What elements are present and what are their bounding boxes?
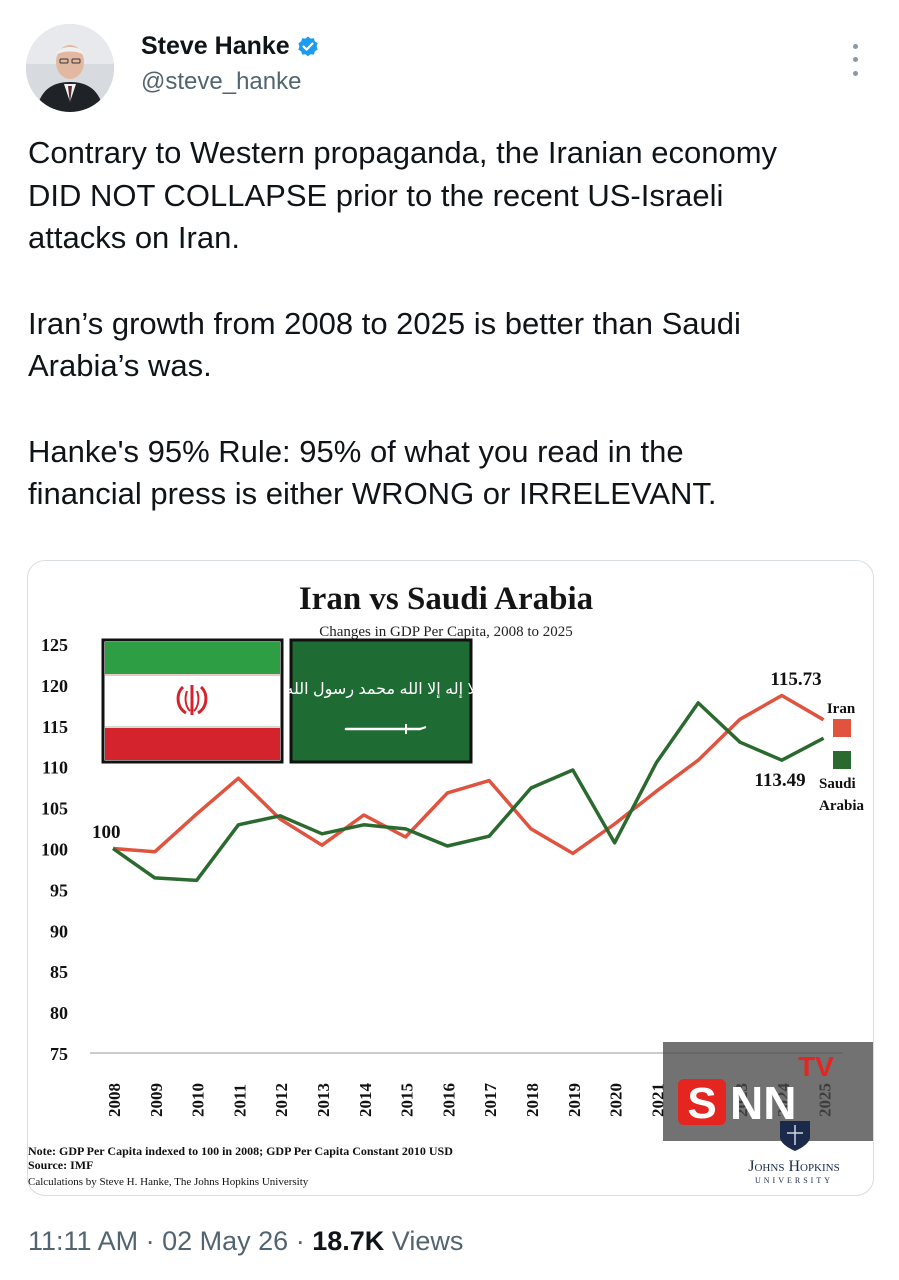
tweet-date[interactable]: 02 May 26	[162, 1226, 289, 1256]
y-tick-label: 80	[50, 1003, 68, 1023]
legend-label-saudi-2: Arabia	[819, 798, 865, 814]
x-tick-label: 2014	[356, 1083, 375, 1118]
series-line-saudi-arabia	[111, 701, 825, 883]
sword-icon	[344, 724, 427, 734]
views-label: Views	[391, 1226, 464, 1256]
saudi-flag: لا إله إلا الله محمد رسول الله	[285, 638, 477, 764]
chart-notes: Note: GDP Per Capita indexed to 100 in 2…	[28, 1144, 453, 1188]
y-tick-label: 105	[41, 799, 68, 819]
x-tick-label: 2010	[189, 1083, 208, 1117]
x-tick-label: 2018	[523, 1083, 542, 1117]
y-tick-label: 90	[50, 921, 68, 941]
separator-dot: ·	[295, 1226, 305, 1256]
dot	[852, 70, 858, 76]
tweet-paragraph: Iran’s growth from 2008 to 2025 is bette…	[28, 305, 741, 384]
x-tick-label: 2016	[439, 1083, 458, 1117]
saudi-flag-inscription: لا إله إلا الله محمد رسول الله	[285, 681, 476, 699]
author-name-row[interactable]: Steve Hanke	[141, 32, 320, 61]
x-tick-label: 2019	[565, 1083, 584, 1117]
watermark-tv: TV	[798, 1051, 834, 1082]
y-tick-label: 110	[42, 758, 68, 778]
x-tick-label: 2012	[272, 1083, 291, 1117]
author-handle[interactable]: @steve_hanke	[141, 68, 302, 95]
watermark-nn: NN	[730, 1077, 796, 1129]
y-tick-label: 95	[50, 880, 68, 900]
tweet-meta: 11:11 AM · 02 May 26 · 18.7K Views	[28, 1226, 463, 1257]
tweet-paragraph: Contrary to Western propaganda, the Iran…	[28, 135, 778, 255]
iran-flag	[101, 638, 284, 764]
y-tick-label: 85	[50, 962, 68, 982]
x-tick-label: 2008	[105, 1083, 124, 1117]
chart-svg: Iran vs Saudi Arabia Changes in GDP Per …	[28, 581, 873, 1188]
y-tick-label: 75	[50, 1044, 68, 1064]
legend-label-saudi: Saudi	[819, 776, 856, 792]
legend-label-iran: Iran	[827, 701, 856, 717]
x-tick-label: 2015	[398, 1083, 417, 1117]
y-tick-label: 100	[41, 840, 68, 860]
university-seal-icon	[780, 1121, 810, 1151]
chart-note: Note: GDP Per Capita indexed to 100 in 2…	[28, 1144, 453, 1158]
x-tick-label: 2021	[648, 1083, 667, 1117]
legend-marker-iran	[833, 719, 851, 737]
x-tick-label: 2011	[230, 1084, 249, 1117]
more-options-icon[interactable]	[842, 40, 868, 80]
verified-badge-icon	[298, 36, 318, 56]
x-tick-label: 2017	[481, 1083, 500, 1118]
y-tick-label: 115	[42, 717, 68, 737]
x-tick-label: 2020	[607, 1083, 626, 1117]
y-tick-label: 120	[41, 676, 68, 696]
tweet-text: Contrary to Western propaganda, the Iran…	[28, 132, 878, 559]
views-count: 18.7K	[312, 1226, 385, 1256]
author-name[interactable]: Steve Hanke	[141, 32, 290, 60]
data-label-start: 100	[92, 822, 121, 843]
tweet-paragraph: Hanke's 95% Rule: 95% of what you read i…	[28, 433, 717, 512]
jhu-logo-sub: UNIVERSITY	[755, 1176, 833, 1185]
iran-emblem-icon	[176, 685, 208, 715]
chart-subtitle: Changes in GDP Per Capita, 2008 to 2025	[319, 624, 573, 640]
y-tick-label: 125	[41, 635, 68, 655]
chart-credit: Calculations by Steve H. Hanke, The John…	[28, 1176, 309, 1188]
dot	[852, 44, 858, 50]
data-label-saudi-end: 113.49	[754, 770, 805, 791]
dot	[852, 57, 858, 63]
watermark-s: S	[687, 1079, 716, 1128]
snn-tv-watermark: S NN TV	[663, 1042, 873, 1151]
chart-title: Iran vs Saudi Arabia	[299, 581, 593, 617]
tweet-time[interactable]: 11:11 AM	[28, 1226, 139, 1256]
media-image[interactable]: Iran vs Saudi Arabia Changes in GDP Per …	[27, 560, 874, 1196]
legend-marker-saudi	[833, 751, 851, 769]
data-label-iran-end: 115.73	[770, 669, 821, 690]
x-tick-label: 2009	[147, 1083, 166, 1117]
chart-source: Source: IMF	[28, 1158, 93, 1172]
avatar-image	[26, 24, 114, 112]
avatar[interactable]	[26, 24, 114, 112]
separator-dot: ·	[145, 1226, 155, 1256]
jhu-logo-name: Johns Hopkins	[748, 1158, 839, 1175]
x-tick-label: 2013	[314, 1083, 333, 1117]
series-line-iran	[112, 693, 825, 856]
